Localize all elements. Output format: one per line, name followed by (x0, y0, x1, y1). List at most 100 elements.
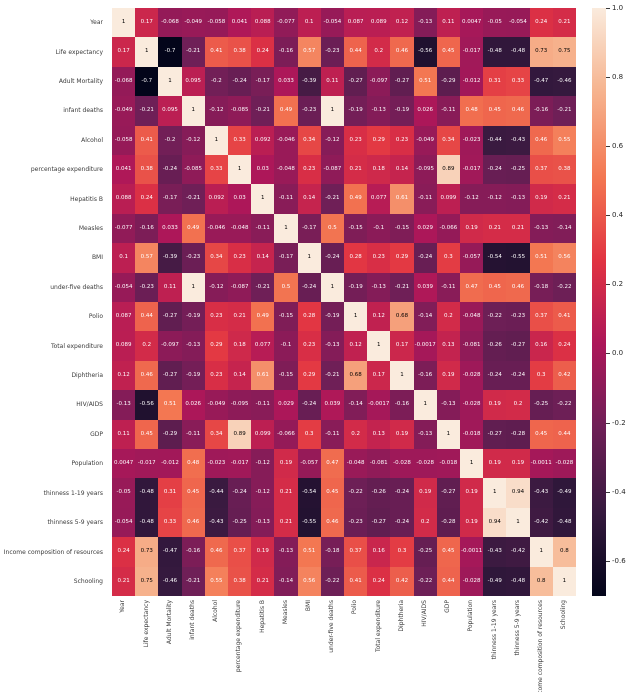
cell-annotation: -0.17 (278, 254, 294, 261)
heatmap-cell: -0.21 (251, 96, 275, 126)
cell-annotation: 0.089 (370, 18, 387, 25)
y-tick-label: under-five deaths (50, 283, 103, 291)
heatmap-cell: -0.7 (135, 66, 159, 97)
heatmap-cell: -0.049 (413, 125, 437, 155)
heatmap-cell: 0.51 (529, 243, 553, 273)
cell-annotation: 0.3 (304, 430, 314, 437)
heatmap-cell: -0.12 (251, 478, 275, 508)
cell-annotation: -0.17 (302, 224, 317, 231)
cell-annotation: 0.24 (558, 342, 571, 349)
heatmap-cell: -0.21 (135, 96, 159, 126)
x-tick-label-text: Income composition of resources (536, 600, 544, 692)
heatmap-cell: 0.29 (204, 331, 228, 361)
heatmap-cell: -0.028 (460, 566, 484, 596)
heatmap-cell: 1 (506, 507, 530, 538)
cell-annotation: -0.017 (137, 459, 156, 466)
heatmap-cell: 1 (483, 478, 507, 508)
heatmap-cell: -0.19 (320, 301, 344, 332)
cell-annotation: 1 (145, 48, 149, 55)
cell-annotation: 0.11 (117, 430, 130, 437)
cell-annotation: 0.45 (488, 107, 501, 114)
heatmap-cell: 0.089 (367, 8, 391, 38)
cell-annotation: 0.0047 (113, 459, 134, 466)
cell-annotation: 0.033 (278, 77, 294, 84)
cell-annotation: -0.27 (487, 430, 502, 437)
heatmap-cell: 0.19 (460, 213, 484, 244)
colorbar-tick-mark (606, 422, 610, 424)
heatmap-cell: 0.45 (181, 478, 205, 508)
heatmap-cell: 0.55 (552, 125, 576, 155)
heatmap-cell: 0.49 (344, 184, 368, 214)
cell-annotation: 0.57 (303, 48, 316, 55)
heatmap-cell: -0.048 (274, 154, 298, 185)
cell-annotation: -0.16 (394, 401, 410, 408)
cell-annotation: 0.026 (417, 107, 434, 114)
cell-annotation: -0.15 (348, 224, 363, 231)
heatmap-cell: -0.48 (506, 566, 530, 596)
heatmap-cell: 0.095 (158, 96, 182, 126)
heatmap-cell: 0.13 (436, 331, 460, 361)
cell-annotation: -0.25 (232, 518, 247, 525)
x-tick-label-text: Year (119, 600, 127, 613)
heatmap-cell: -0.1 (367, 213, 391, 244)
cell-annotation: 1 (446, 430, 451, 437)
cell-annotation: 1 (284, 224, 288, 231)
heatmap-cell: -0.085 (228, 96, 252, 126)
cell-annotation: -0.12 (186, 136, 201, 143)
heatmap-cell: -0.023 (460, 125, 484, 155)
cell-annotation: -0.22 (325, 577, 340, 584)
heatmap-grid: 1 0.17 -0.068 -0.049 -0.058 0.041 0.088 -0.077 0… (112, 8, 576, 596)
heatmap-cell: 0.23 (228, 243, 252, 273)
cell-annotation: -0.028 (462, 577, 481, 584)
heatmap-cell: 0.45 (436, 37, 460, 67)
heatmap-cell: 0.89 (228, 419, 252, 449)
cell-annotation: -0.21 (186, 48, 201, 55)
heatmap-cell: -0.11 (251, 213, 275, 244)
x-tick-label-text: under-five deaths (328, 600, 336, 653)
cell-annotation: -0.28 (510, 430, 526, 437)
cell-annotation: 0.03 (233, 195, 246, 202)
cell-annotation: -0.27 (162, 371, 178, 378)
cell-annotation: 0.12 (372, 312, 385, 319)
cell-annotation: -0.13 (441, 401, 456, 408)
cell-annotation: -0.24 (232, 489, 247, 496)
heatmap-cell: -0.54 (483, 243, 507, 273)
heatmap-cell: -0.017 (135, 448, 159, 479)
cell-annotation: 0.24 (372, 577, 385, 584)
heatmap-cell: -0.085 (181, 154, 205, 185)
heatmap-cell: -0.44 (483, 125, 507, 155)
cell-annotation: -0.05 (487, 18, 502, 25)
heatmap-cell: 0.21 (506, 213, 530, 244)
cell-annotation: 0.75 (558, 48, 571, 55)
heatmap-cell: -0.44 (204, 478, 228, 508)
cell-annotation: 0.17 (140, 18, 153, 25)
heatmap-cell: 0.11 (112, 419, 136, 449)
cell-annotation: 1 (330, 283, 335, 290)
cell-annotation: 0.51 (419, 77, 432, 84)
cell-annotation: -0.2 (211, 77, 222, 84)
heatmap-cell: -0.39 (297, 66, 321, 97)
cell-annotation: 1 (191, 107, 195, 114)
cell-annotation: -0.2 (164, 136, 176, 143)
cell-annotation: 0.94 (511, 489, 525, 496)
heatmap-cell: 0.41 (552, 301, 576, 332)
x-tick-label-text: thinness 1-19 years (490, 600, 498, 660)
cell-annotation: 0.21 (558, 18, 571, 25)
cell-annotation: -0.24 (232, 77, 247, 84)
cell-annotation: -0.13 (186, 342, 201, 349)
heatmap-cell: 0.12 (112, 360, 136, 391)
heatmap-cell: -0.43 (483, 537, 507, 567)
x-tick-label-text: Polio (351, 600, 359, 615)
cell-annotation: -0.14 (557, 224, 572, 231)
heatmap-cell: -0.081 (460, 331, 484, 361)
cell-annotation: 0.46 (140, 371, 153, 378)
x-tick-label-text: Alcohol (212, 600, 220, 622)
heatmap-cell: -0.13 (320, 331, 344, 361)
x-tick-label: Schooling (553, 600, 576, 690)
cell-annotation: -0.0017 (368, 401, 390, 408)
y-tick-label: Hepatitis B (70, 195, 103, 203)
heatmap-cell: -0.028 (390, 448, 414, 479)
heatmap-cell: -0.017 (460, 154, 484, 185)
cell-annotation: 0.077 (254, 342, 271, 349)
heatmap-cell: -0.15 (274, 360, 298, 391)
